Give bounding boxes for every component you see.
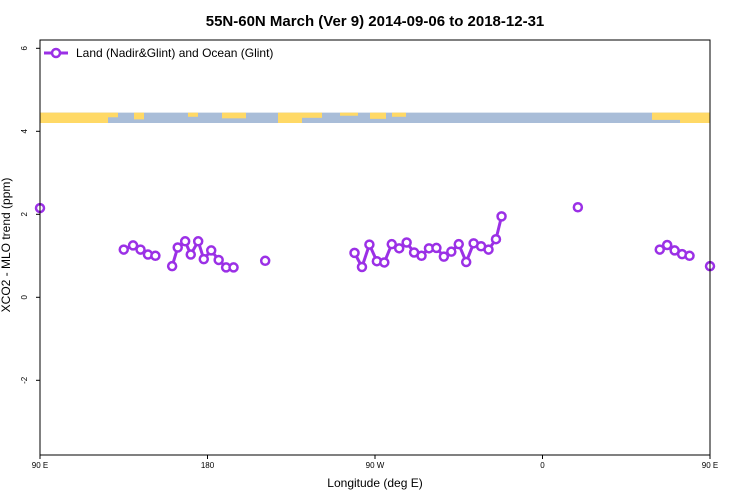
data-point	[127, 240, 139, 251]
data-point	[185, 249, 196, 260]
y-tick-label: 2	[20, 212, 29, 217]
data-point	[364, 239, 375, 250]
data-point	[349, 247, 360, 259]
data-point	[438, 251, 450, 262]
data-point	[453, 238, 464, 250]
data-point	[166, 260, 178, 272]
x-tick-label: 0	[540, 461, 545, 470]
data-point	[446, 246, 457, 257]
y-tick-label: 6	[20, 46, 29, 51]
x-tick-label: 90 E	[702, 461, 718, 470]
band-land	[188, 112, 198, 117]
band-land	[278, 112, 302, 123]
data-point	[150, 250, 161, 262]
y-tick-label: 4	[20, 129, 29, 134]
legend-entry: Land (Nadir&Glint) and Ocean (Glint)	[76, 46, 273, 60]
data-point	[496, 211, 507, 222]
data-point	[490, 233, 502, 245]
data-point	[192, 236, 204, 247]
data-point	[205, 245, 217, 256]
data-point	[572, 201, 584, 213]
legend: Land (Nadir&Glint) and Ocean (Glint)	[44, 46, 273, 60]
data-point	[431, 242, 442, 254]
plot-frame	[39, 39, 711, 456]
x-tick-label: 90 E	[32, 461, 48, 470]
x-tick-label: 180	[201, 461, 215, 470]
data-point	[684, 250, 695, 262]
data-point	[198, 253, 210, 265]
y-tick-label: 0	[20, 295, 29, 300]
band-land	[392, 112, 406, 117]
x-axis-label: Longitude (deg E)	[327, 476, 422, 490]
band-land	[680, 112, 710, 123]
band-land	[652, 112, 680, 120]
data-point	[401, 237, 412, 248]
axes: 90 E 180 90 W 0 90 E -2 0 2 4 6	[20, 46, 718, 470]
legend-marker	[50, 47, 62, 59]
data-point	[393, 243, 405, 254]
data-point	[135, 244, 146, 255]
chart-title: 55N-60N March (Ver 9) 2014-09-06 to 2018…	[206, 13, 545, 30]
data-point	[379, 257, 390, 268]
band-land	[222, 112, 246, 119]
data-point	[483, 244, 494, 255]
band-land	[340, 112, 358, 116]
land-ocean-band	[40, 112, 710, 123]
data-point	[179, 236, 191, 247]
x-tick-label: 90 W	[366, 461, 385, 470]
data-point	[661, 239, 673, 251]
data-point	[654, 244, 665, 255]
y-axis-label: XCO2 - MLO trend (ppm)	[0, 178, 13, 313]
data-point	[460, 256, 472, 268]
band-land	[108, 112, 118, 118]
band-land	[302, 112, 322, 118]
data-point	[356, 261, 368, 273]
band-land	[370, 112, 386, 119]
data-point	[118, 244, 129, 255]
series-layer	[34, 201, 716, 273]
data-point	[172, 242, 183, 253]
y-tick-label: -2	[20, 376, 29, 384]
data-point	[228, 262, 239, 273]
band-land	[134, 112, 144, 120]
data-point	[213, 254, 224, 266]
data-point	[416, 250, 427, 262]
data-point	[386, 238, 397, 250]
band-land	[40, 112, 108, 123]
data-point	[259, 255, 271, 267]
